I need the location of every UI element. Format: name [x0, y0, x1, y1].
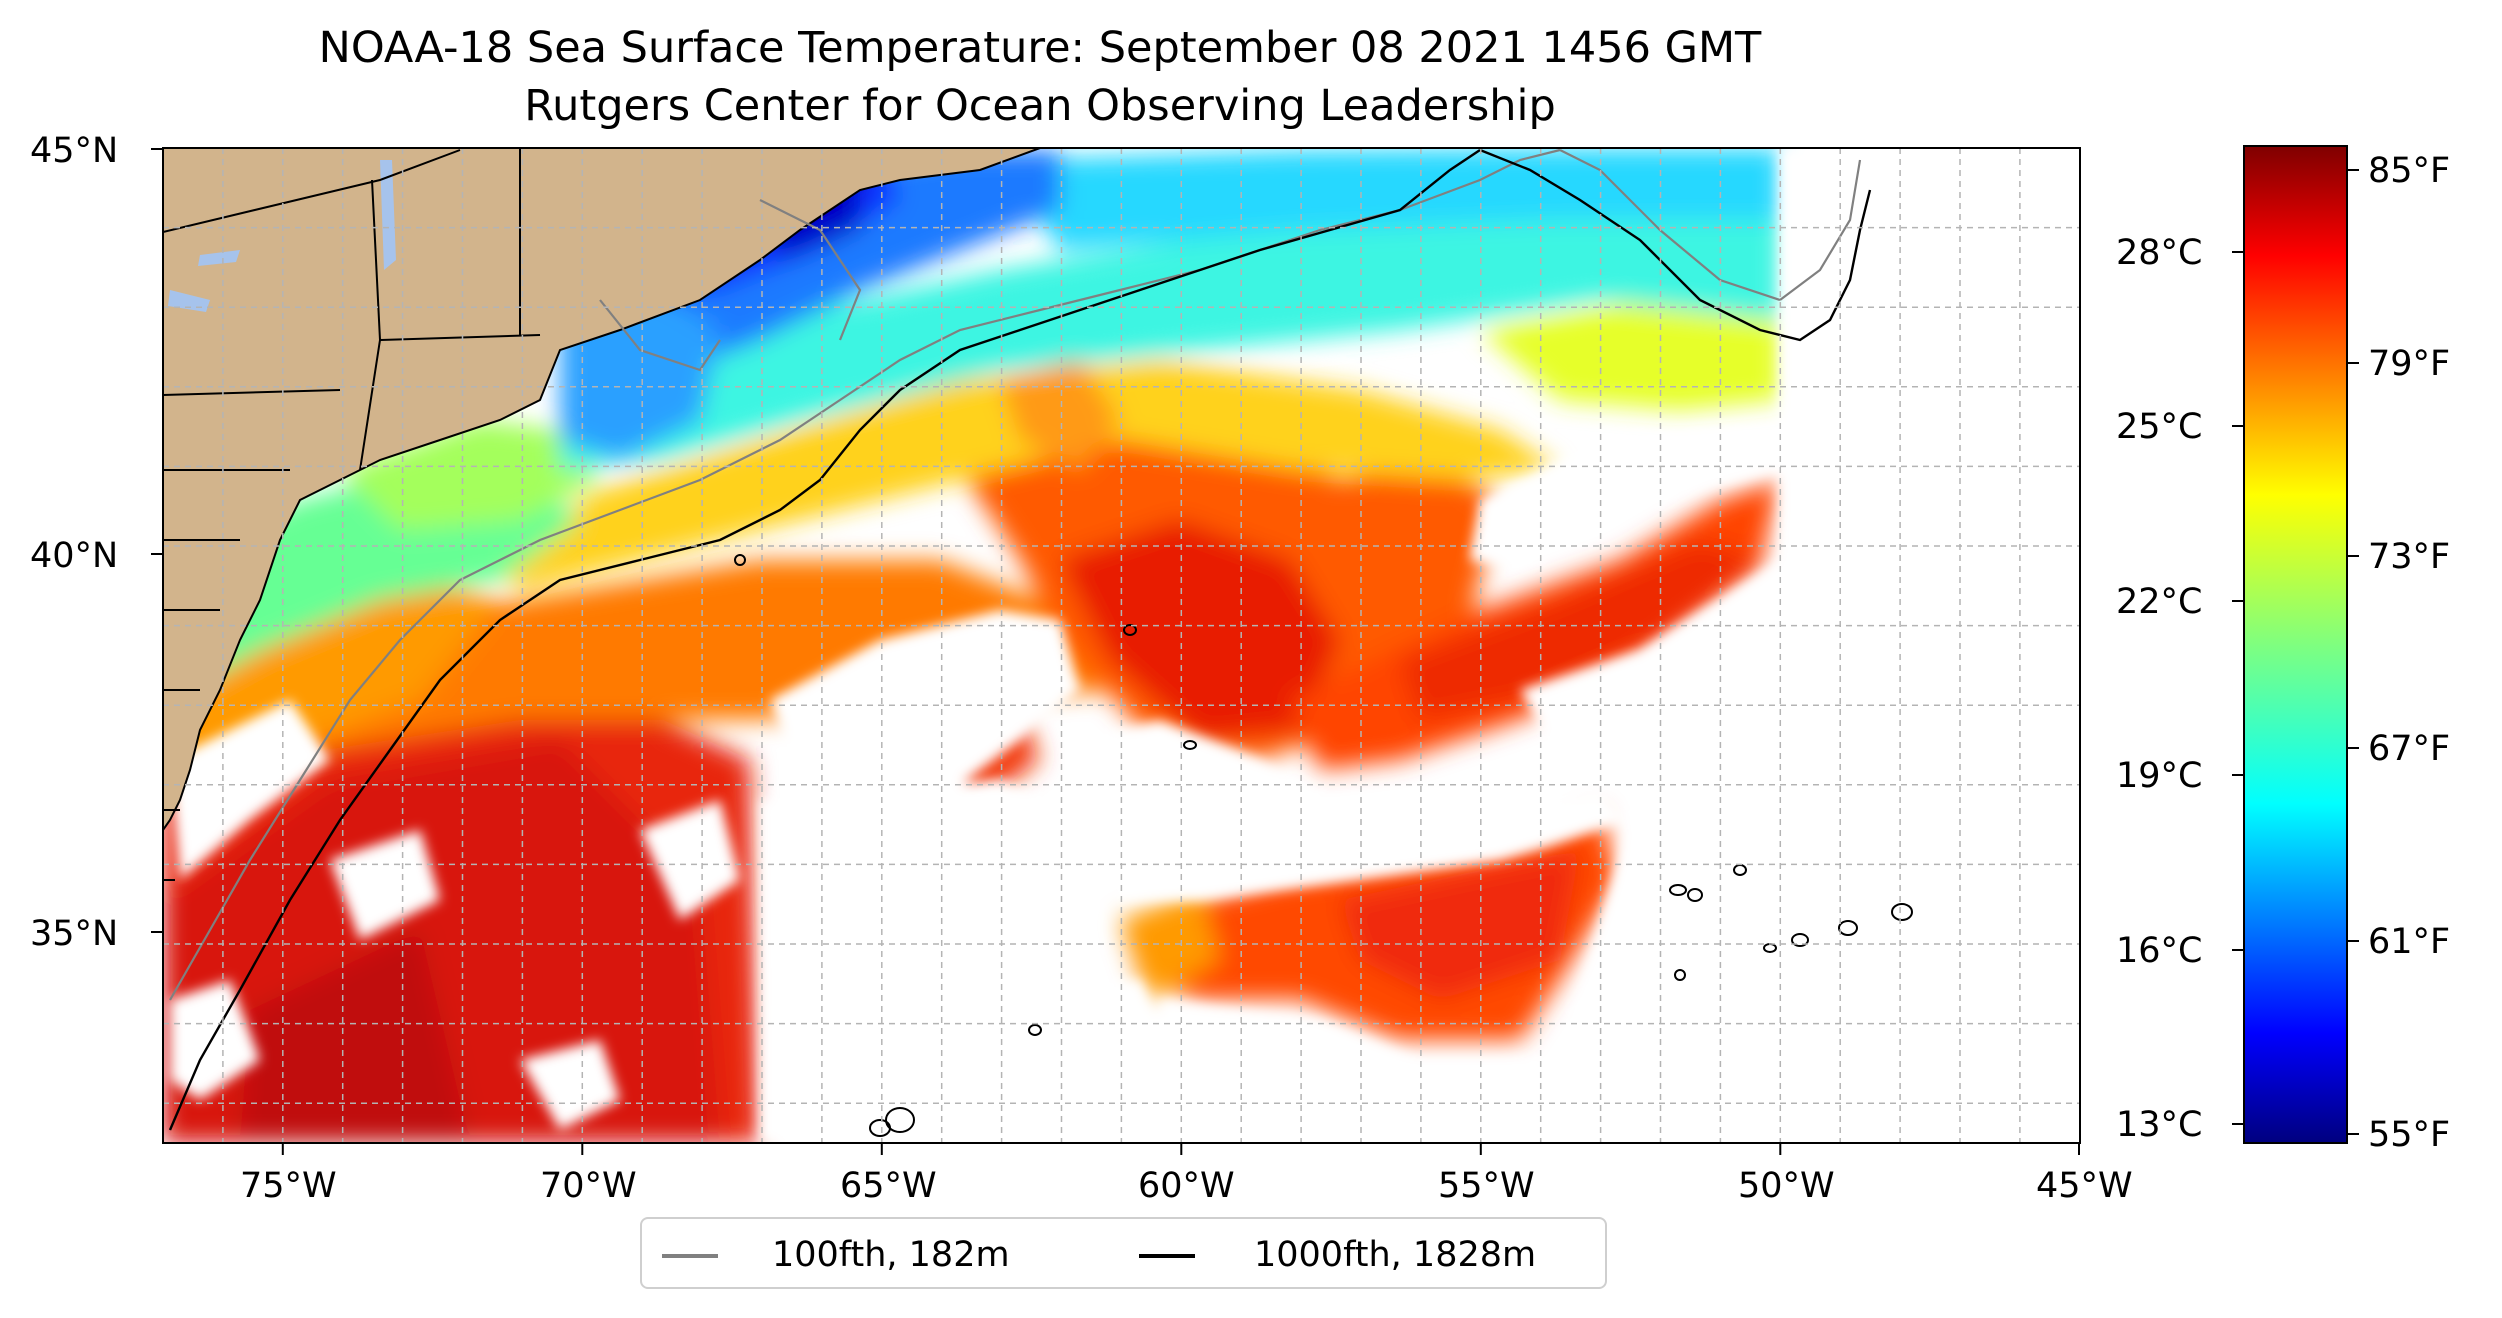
contour-1000fth: [168, 148, 1872, 1131]
lat-tick-label: 35°N: [30, 914, 119, 954]
colorbar-fahrenheit-label: 85°F: [2368, 151, 2451, 191]
lon-tick-label: 45°W: [2036, 1166, 2133, 1206]
state-borders: [163, 148, 541, 881]
axis-ticks: [151, 148, 2080, 1155]
lon-tick-label: 75°W: [240, 1166, 337, 1206]
chart-title: NOAA-18 Sea Surface Temperature: Septemb…: [318, 23, 1762, 73]
colorbar-celsius-label: 13°C: [2116, 1105, 2203, 1145]
legend: 100fth, 182m 1000fth, 1828m: [640, 1217, 1607, 1289]
colorbar-celsius-label: 16°C: [2116, 931, 2203, 971]
map-frame: [162, 147, 2081, 1144]
graticule: [163, 148, 2080, 1143]
colorbar-celsius-label: 22°C: [2116, 582, 2203, 622]
colorbar-celsius-label: 19°C: [2116, 756, 2203, 796]
colorbar-fahrenheit-label: 79°F: [2368, 344, 2451, 384]
lon-tick-label: 50°W: [1738, 1166, 1835, 1206]
colorbar-fahrenheit-label: 73°F: [2368, 537, 2451, 577]
legend-label-100fth: 100fth, 182m: [772, 1235, 1010, 1275]
lat-tick-label: 45°N: [30, 131, 119, 171]
lon-tick-label: 70°W: [540, 1166, 637, 1206]
lon-tick-label: 60°W: [1138, 1166, 1235, 1206]
legend-swatch-100fth: [662, 1254, 718, 1258]
colorbar-celsius-label: 25°C: [2116, 407, 2203, 447]
map-field: [163, 148, 2080, 1143]
chart-subtitle: Rutgers Center for Ocean Observing Leade…: [524, 81, 1556, 131]
colorbar-celsius-label: 28°C: [2116, 233, 2203, 273]
cloud-mask: [170, 148, 2080, 1143]
colorbar-fahrenheit-label: 61°F: [2368, 922, 2451, 962]
legend-label-1000fth: 1000fth, 1828m: [1254, 1235, 1537, 1275]
colorbar-fahrenheit-label: 67°F: [2368, 729, 2451, 769]
colorbar: [2243, 145, 2348, 1144]
seamounts: [734, 554, 1913, 1137]
legend-swatch-1000fth: [1139, 1254, 1195, 1258]
lon-tick-label: 55°W: [1438, 1166, 1535, 1206]
land-mass: [163, 148, 1041, 832]
colorbar-ticks: [2232, 169, 2359, 1135]
lat-tick-label: 40°N: [30, 536, 119, 576]
colorbar-fahrenheit-label: 55°F: [2368, 1115, 2451, 1155]
lon-tick-label: 65°W: [840, 1166, 937, 1206]
